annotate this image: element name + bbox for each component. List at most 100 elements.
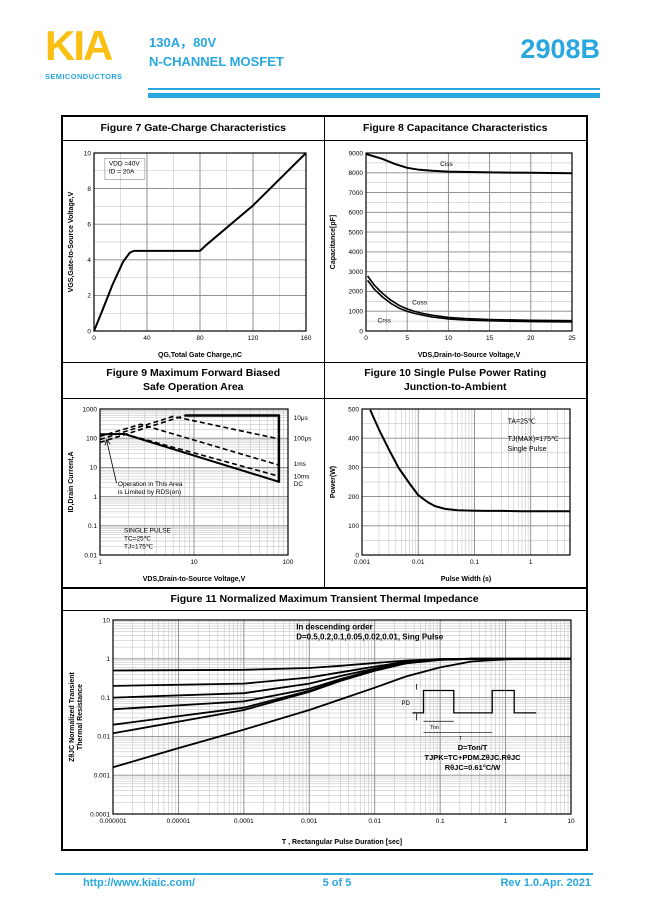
svg-text:ID,Drain Current,A: ID,Drain Current,A xyxy=(68,451,75,512)
svg-text:0.0001: 0.0001 xyxy=(90,811,110,818)
svg-text:10: 10 xyxy=(445,335,453,342)
figure11-chart-cell: 0.000001 0.00001 0.0001 0.001 0.01 0.1 1 10 0.00… xyxy=(63,611,586,849)
svg-text:VDS,Drain-to-Source Voltage,V: VDS,Drain-to-Source Voltage,V xyxy=(143,576,246,583)
svg-text:3000: 3000 xyxy=(349,268,364,275)
svg-text:10: 10 xyxy=(567,818,575,825)
svg-text:0.1: 0.1 xyxy=(470,559,479,566)
svg-text:1ms: 1ms xyxy=(294,461,307,468)
footer-rule xyxy=(55,873,593,875)
svg-text:10: 10 xyxy=(90,465,98,472)
footer-url[interactable]: http://www.kiaic.com/ xyxy=(83,877,196,889)
svg-text:0.0001: 0.0001 xyxy=(233,818,253,825)
figure7-title: Figure 7 Gate-Charge Characteristics xyxy=(63,117,325,141)
svg-text:0.001: 0.001 xyxy=(354,559,371,566)
figure-grid: Figure 7 Gate-Charge Characteristics Fig… xyxy=(61,115,588,589)
part-rating: 130A，80V xyxy=(149,35,217,50)
svg-text:15: 15 xyxy=(486,335,494,342)
header-divider xyxy=(148,88,600,98)
figure10-chart: 0.001 0.01 0.1 1 0 100 200 300 400 500 Pulse Width… xyxy=(330,406,571,583)
header-rule-thick xyxy=(148,93,600,98)
svg-text:10: 10 xyxy=(102,617,110,624)
svg-text:0.1: 0.1 xyxy=(435,818,444,825)
svg-text:7000: 7000 xyxy=(349,189,364,196)
figure9-panel: 1 10 100 0.01 0.1 1 10 100 1000 VDS,Drain-to-Sour… xyxy=(63,399,325,587)
svg-text:200: 200 xyxy=(348,494,359,501)
figure11-title: Figure 11 Normalized Maximum Transient T… xyxy=(63,589,586,611)
svg-text:1: 1 xyxy=(98,559,102,566)
figure11-panel: Figure 11 Normalized Maximum Transient T… xyxy=(61,589,588,851)
footer-revision: Rev 1.0.Apr. 2021 xyxy=(500,877,591,889)
figure8-panel: 0 5 10 15 20 25 0 1000 2000 3000 4000 5000 6000 7000 8… xyxy=(324,141,586,363)
svg-text:0: 0 xyxy=(360,328,364,335)
logo-subtitle: SEMICONDUCTORS xyxy=(45,71,123,81)
svg-text:100μs: 100μs xyxy=(294,435,313,442)
svg-text:6: 6 xyxy=(88,221,92,228)
footer-row: http://www.kiaic.com/ 5 of 5 Rev 1.0.Apr… xyxy=(55,877,593,889)
svg-text:VGS,Gate-to-Source Voltage,V: VGS,Gate-to-Source Voltage,V xyxy=(68,191,75,292)
svg-text:0.01: 0.01 xyxy=(368,818,381,825)
logo-block: KIA SEMICONDUCTORS xyxy=(45,25,145,81)
part-type: N-CHANNEL MOSFET xyxy=(149,54,284,69)
svg-text:0.01: 0.01 xyxy=(97,734,110,741)
svg-text:1: 1 xyxy=(94,494,98,501)
figure8-chart: 0 5 10 15 20 25 0 1000 2000 3000 4000 5000 6000 7000 8… xyxy=(330,150,577,359)
svg-text:DC: DC xyxy=(294,481,304,488)
svg-text:T: T xyxy=(458,736,462,742)
svg-text:0.01: 0.01 xyxy=(412,559,425,566)
svg-text:10: 10 xyxy=(84,150,92,157)
footer: http://www.kiaic.com/ 5 of 5 Rev 1.0.Apr… xyxy=(55,873,593,889)
figure9-chart: 1 10 100 0.01 0.1 1 10 100 1000 VDS,Drain-to-Sour… xyxy=(68,406,313,583)
svg-text:1: 1 xyxy=(529,559,533,566)
svg-text:0.01: 0.01 xyxy=(85,552,98,559)
svg-text:2: 2 xyxy=(88,292,92,299)
svg-text:0.000001: 0.000001 xyxy=(99,818,126,825)
svg-text:1000: 1000 xyxy=(83,406,98,413)
svg-text:Crss: Crss xyxy=(378,317,392,324)
footer-page-number: 5 of 5 xyxy=(322,877,352,889)
svg-text:8000: 8000 xyxy=(349,170,364,177)
svg-text:20: 20 xyxy=(527,335,535,342)
svg-text:0: 0 xyxy=(88,328,92,335)
svg-text:5000: 5000 xyxy=(349,229,364,236)
svg-text:Ton: Ton xyxy=(430,725,439,731)
svg-text:0: 0 xyxy=(364,335,368,342)
svg-text:160: 160 xyxy=(301,335,312,342)
figure9-title: Figure 9 Maximum Forward Biased Safe Ope… xyxy=(63,363,325,399)
svg-text:PD: PD xyxy=(401,701,410,707)
svg-text:300: 300 xyxy=(348,465,359,472)
svg-text:QG,Total Gate Charge,nC: QG,Total Gate Charge,nC xyxy=(158,352,242,359)
svg-text:80: 80 xyxy=(197,335,205,342)
figure10-panel: 0.001 0.01 0.1 1 0 100 200 300 400 500 Pulse Width… xyxy=(325,399,587,587)
svg-text:1000: 1000 xyxy=(349,308,364,315)
svg-text:10μs: 10μs xyxy=(294,415,309,422)
svg-text:0: 0 xyxy=(356,552,360,559)
svg-text:6000: 6000 xyxy=(349,209,364,216)
svg-text:TA=25℃: TA=25℃ xyxy=(508,419,536,426)
svg-text:Ciss: Ciss xyxy=(440,160,453,167)
svg-text:8: 8 xyxy=(88,185,92,192)
svg-text:0.001: 0.001 xyxy=(93,773,110,780)
svg-text:0.00001: 0.00001 xyxy=(166,818,190,825)
svg-text:40: 40 xyxy=(144,335,152,342)
svg-text:10ms: 10ms xyxy=(294,473,311,480)
svg-text:25: 25 xyxy=(569,335,577,342)
svg-text:100: 100 xyxy=(283,559,294,566)
svg-text:2000: 2000 xyxy=(349,288,364,295)
figures-area: Figure 7 Gate-Charge Characteristics Fig… xyxy=(61,115,588,851)
figure7-panel: 0 40 80 120 160 0 2 4 6 8 10 QG,Total Gate Charge,n… xyxy=(63,141,325,363)
svg-text:ZθJC Normalized TransientTherm: ZθJC Normalized TransientThermal Resista… xyxy=(69,671,84,761)
svg-text:100: 100 xyxy=(348,523,359,530)
svg-text:1: 1 xyxy=(503,818,507,825)
svg-text:9000: 9000 xyxy=(349,150,364,157)
svg-text:Capacitance[pF]: Capacitance[pF] xyxy=(330,214,337,268)
part-number: 2908B xyxy=(520,34,600,64)
svg-text:400: 400 xyxy=(348,436,359,443)
svg-text:0.1: 0.1 xyxy=(88,523,97,530)
